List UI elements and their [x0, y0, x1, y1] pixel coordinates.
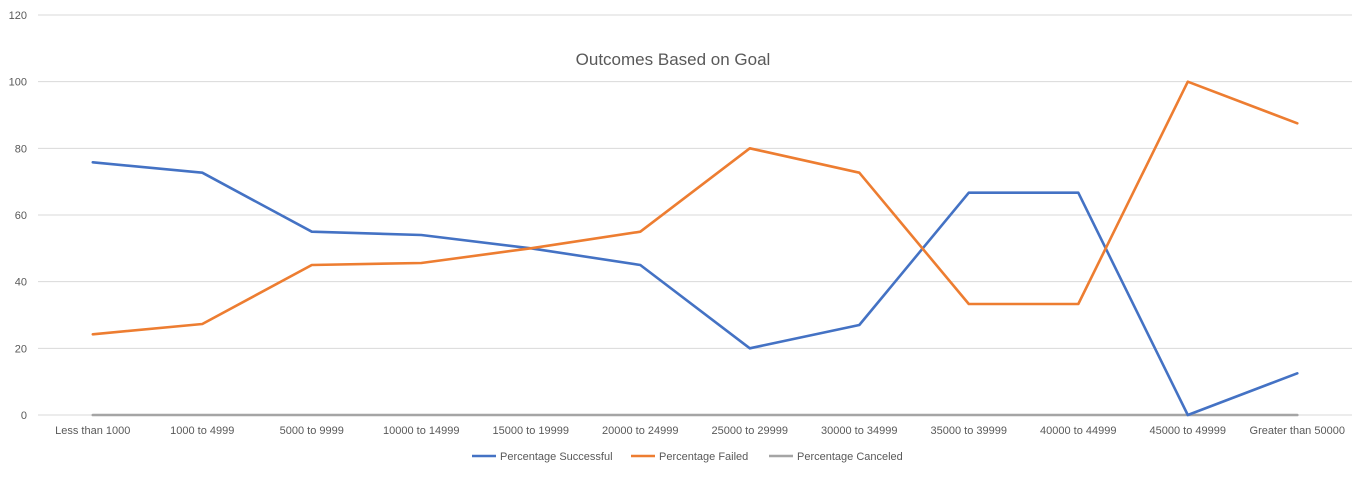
- legend-label: Percentage Canceled: [797, 451, 903, 463]
- chart-title: Outcomes Based on Goal: [576, 50, 771, 69]
- x-tick-label: Less than 1000: [55, 425, 130, 437]
- x-tick-label: 30000 to 34999: [821, 425, 897, 437]
- grid-layer: [38, 14, 1352, 416]
- series-layer: [91, 80, 1299, 417]
- y-tick-label: 120: [9, 10, 27, 22]
- y-tick-label: 0: [21, 410, 27, 422]
- x-tick-label: 15000 to 19999: [493, 425, 569, 437]
- y-tick-label: 60: [15, 210, 27, 222]
- x-tick-label: 1000 to 4999: [170, 425, 234, 437]
- x-tick-label: 20000 to 24999: [602, 425, 678, 437]
- x-tick-label: 5000 to 9999: [280, 425, 344, 437]
- x-axis-ticks: Less than 1000 1000 to 4999 5000 to 9999 10…: [55, 425, 1345, 437]
- legend-label: Percentage Successful: [500, 451, 613, 463]
- y-tick-label: 40: [15, 277, 27, 289]
- x-tick-label: 40000 to 44999: [1040, 425, 1116, 437]
- x-tick-label: 45000 to 49999: [1150, 425, 1226, 437]
- x-tick-label: Greater than 50000: [1250, 425, 1345, 437]
- series-line-1: [91, 80, 1299, 336]
- legend: Percentage Successful Percentage Failed Pe…: [472, 451, 903, 463]
- x-tick-label: 35000 to 39999: [931, 425, 1007, 437]
- x-tick-label: 10000 to 14999: [383, 425, 459, 437]
- legend-label: Percentage Failed: [659, 451, 748, 463]
- y-tick-label: 20: [15, 343, 27, 355]
- y-tick-label: 100: [9, 77, 27, 89]
- y-axis-ticks: 0 20 40 60 80 100 120: [9, 10, 27, 422]
- y-tick-label: 80: [15, 143, 27, 155]
- series-line-0: [91, 161, 1299, 417]
- x-tick-label: 25000 to 29999: [712, 425, 788, 437]
